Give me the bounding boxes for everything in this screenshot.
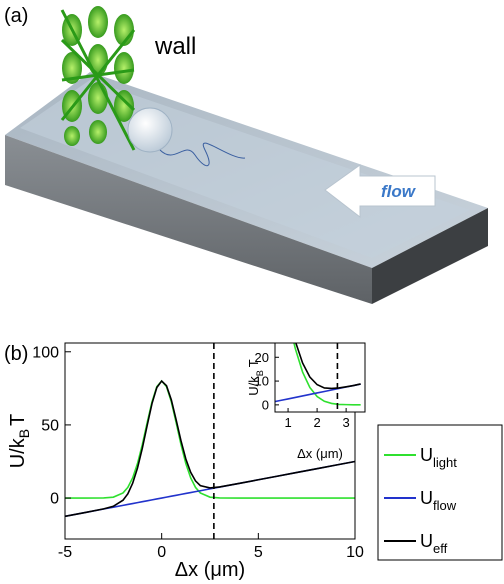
figure: flow wall (a) (b) -50510050100Δx (μm)U/k…	[0, 0, 504, 584]
legend-box	[378, 425, 502, 560]
legend-name: U	[420, 445, 433, 465]
y-axis-label-part: T	[246, 359, 261, 367]
y-axis-label: U/kBT	[7, 414, 32, 469]
x-tick-label: 5	[254, 544, 263, 561]
x-tick-label: 3	[343, 415, 350, 430]
y-tick-label: 100	[32, 344, 59, 361]
panel-label: (b)	[4, 343, 28, 365]
panel-label: (a)	[4, 5, 28, 27]
y-axis-label-part: U/k	[246, 376, 261, 396]
y-axis-label-part: U/k	[7, 437, 29, 468]
plot-area	[275, 343, 365, 412]
y-axis-label-part: T	[7, 414, 29, 426]
wall-label: wall	[154, 33, 196, 60]
flow-label: flow	[381, 182, 417, 201]
x-axis-label: Δx (μm)	[297, 446, 343, 461]
x-tick-label: 1	[284, 415, 291, 430]
y-tick-label: 50	[41, 418, 59, 435]
x-tick-label: 10	[346, 544, 364, 561]
legend-name: U	[420, 488, 433, 508]
legend-name-sub: flow	[433, 498, 457, 513]
x-tick-label: -5	[58, 544, 72, 561]
y-axis-label-sub: B	[255, 370, 265, 376]
x-tick-label: 2	[313, 415, 320, 430]
page: flow wall (a) (b) -50510050100Δx (μm)U/k…	[0, 0, 504, 584]
channel-illustration: flow wall	[5, 6, 488, 304]
x-tick-label: 0	[157, 544, 166, 561]
y-axis-label-sub: B	[16, 429, 32, 438]
wall-helices	[62, 6, 134, 150]
bead	[128, 108, 172, 152]
x-axis-label: Δx (μm)	[175, 559, 245, 581]
legend-name-sub: light	[433, 455, 457, 470]
legend-name: U	[420, 531, 433, 551]
y-tick-label: 0	[262, 397, 269, 412]
y-tick-label: 0	[50, 491, 59, 508]
legend-name-sub: eff	[433, 541, 448, 556]
